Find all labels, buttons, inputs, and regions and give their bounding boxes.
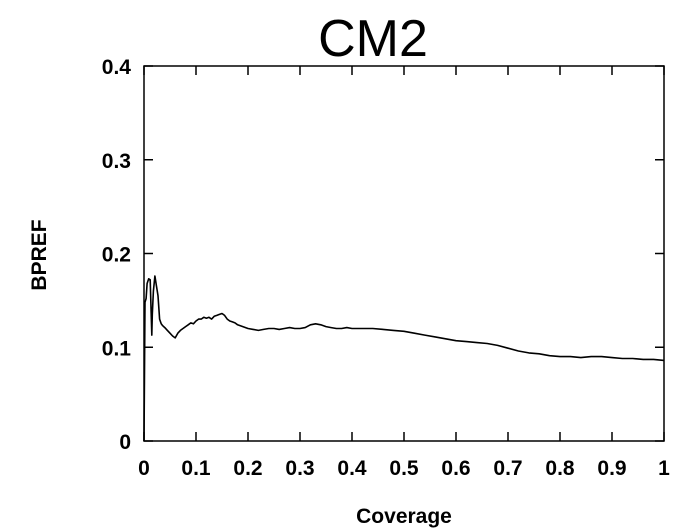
x-tick-label: 0.6 xyxy=(441,457,470,480)
y-tick-label: 0.2 xyxy=(102,244,131,267)
y-tick-label: 0.1 xyxy=(102,337,132,360)
x-tick-label: 0.2 xyxy=(233,457,262,480)
x-tick-label: 1 xyxy=(658,457,670,480)
x-tick-label: 0.5 xyxy=(389,457,419,480)
y-tick-labels: 0 0.1 0.2 0.3 0.4 xyxy=(102,56,132,454)
x-tick-labels: 0 0.1 0.2 0.3 0.4 0.5 0.6 0.7 0.8 0.9 1 xyxy=(138,457,670,480)
series-line xyxy=(143,275,665,442)
x-tick-label: 0.7 xyxy=(493,457,522,480)
x-axis-label: Coverage xyxy=(356,505,452,528)
x-tick-label: 0.3 xyxy=(285,457,314,480)
x-tick-label: 0.4 xyxy=(337,457,367,480)
ticks xyxy=(143,65,665,442)
y-tick-label: 0.4 xyxy=(102,56,132,79)
x-tick-label: 0.9 xyxy=(597,457,626,480)
x-tick-label: 0.8 xyxy=(545,457,575,480)
plot-frame xyxy=(143,65,665,442)
chart-title: CM2 xyxy=(318,10,428,68)
x-tick-label: 0.1 xyxy=(181,457,211,480)
x-tick-label: 0 xyxy=(138,457,150,480)
y-tick-label: 0.3 xyxy=(102,150,131,173)
y-tick-label: 0 xyxy=(119,431,131,454)
plot-area xyxy=(143,65,665,442)
y-axis-label: BPREF xyxy=(28,219,51,290)
series-layer xyxy=(143,275,665,442)
